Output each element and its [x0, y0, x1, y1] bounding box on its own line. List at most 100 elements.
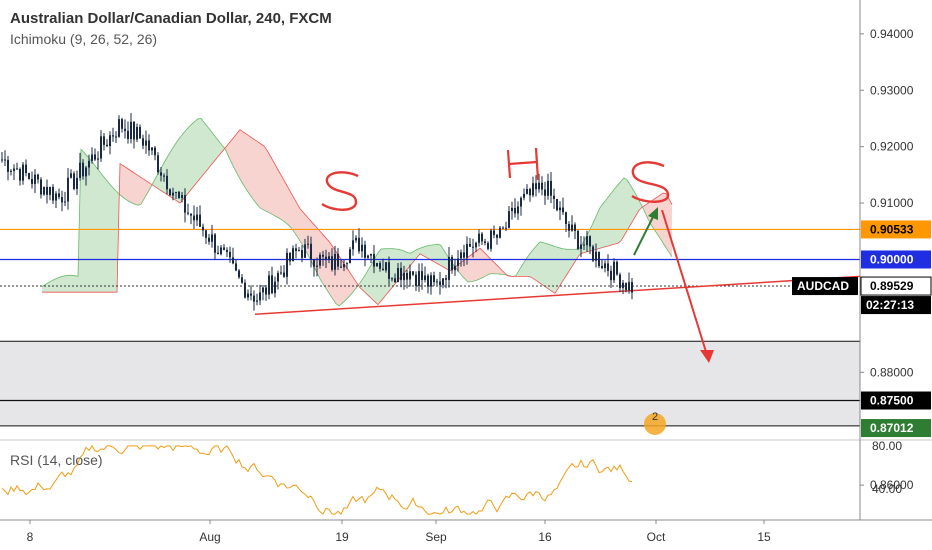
cloud-segment — [180, 133, 183, 204]
cloud-segment — [231, 137, 234, 168]
cloud-segment — [177, 137, 180, 204]
candle-body — [79, 162, 81, 178]
candle-body — [199, 214, 201, 227]
candle-body — [460, 252, 462, 259]
candle-body — [28, 173, 30, 180]
cloud-segment — [294, 198, 297, 237]
candle-body — [367, 255, 369, 258]
cloud-segment — [627, 179, 630, 231]
candle-body — [34, 174, 36, 184]
cloud-segment — [498, 266, 501, 275]
cloud-segment — [612, 188, 615, 245]
candle-body — [469, 243, 471, 247]
indicator-label[interactable]: Ichimoku (9, 26, 52, 26) — [10, 31, 158, 47]
candle-body — [466, 243, 468, 258]
cloud-segment — [192, 121, 195, 189]
candle-body — [631, 282, 633, 293]
cloud-segment — [249, 135, 252, 198]
cloud-segment — [426, 245, 429, 259]
cloud-segment — [72, 275, 75, 293]
cloud-segment — [132, 171, 135, 205]
candle-body — [541, 182, 543, 190]
candle-body — [142, 138, 144, 146]
candle-body — [106, 144, 108, 147]
candle-body — [574, 224, 576, 231]
candle-body — [340, 266, 342, 268]
price-tick-label: 0.88000 — [870, 365, 914, 379]
cloud-segment — [519, 265, 522, 277]
candle-body — [214, 234, 216, 253]
price-label-box — [860, 276, 932, 296]
cloud-segment — [360, 278, 363, 291]
candle-body — [250, 293, 252, 296]
candle-body — [181, 195, 183, 198]
cloud-segment — [108, 182, 111, 293]
candle-body — [610, 270, 612, 281]
candle-body — [589, 236, 591, 247]
candle-body — [271, 275, 273, 294]
candle-body — [274, 281, 276, 294]
candle-body — [115, 136, 117, 138]
candle-body — [316, 265, 318, 267]
candle-body — [211, 234, 213, 242]
price-tick-label: 0.93000 — [870, 83, 914, 97]
candle-body — [145, 140, 147, 146]
cloud-segment — [99, 170, 102, 293]
candle-body — [277, 272, 279, 282]
cloud-segment — [615, 184, 618, 244]
cloud-segment — [603, 199, 606, 248]
candle-body — [22, 164, 24, 181]
cloud-segment — [492, 260, 495, 274]
candle-body — [235, 263, 237, 271]
cloud-segment — [528, 252, 531, 278]
candle-body — [508, 211, 510, 228]
candle-body — [232, 257, 234, 264]
cloud-segment — [54, 278, 57, 293]
cloud-segment — [621, 177, 624, 241]
cloud-segment — [216, 137, 219, 160]
price-label: 0.90000 — [870, 252, 914, 266]
cloud-segment — [84, 152, 87, 293]
price-label: 0.87012 — [870, 421, 914, 435]
cloud-segment — [126, 167, 129, 202]
candle-body — [487, 242, 489, 249]
candle-body — [358, 237, 360, 252]
candle-body — [43, 186, 45, 195]
cloud-segment — [423, 246, 426, 258]
candle-body — [187, 212, 189, 214]
candle-body — [433, 275, 435, 283]
price-label: 0.87500 — [870, 394, 914, 408]
candle-body — [124, 128, 126, 131]
candle-body — [334, 253, 336, 270]
cloud-segment — [246, 133, 249, 194]
cloud-segment — [417, 248, 420, 258]
cloud-segment — [369, 263, 372, 299]
candle-body — [571, 224, 573, 231]
cloud-segment — [480, 248, 483, 279]
candle-body — [412, 271, 414, 275]
candle-body — [394, 278, 396, 283]
cloud-segment — [270, 155, 273, 215]
candle-body — [67, 177, 69, 202]
candle-body — [298, 250, 300, 252]
candle-body — [1, 159, 3, 161]
cloud-segment — [546, 243, 549, 290]
candle-body — [397, 267, 399, 283]
cloud-segment — [558, 247, 561, 289]
candle-body — [454, 265, 456, 271]
candle-body — [286, 252, 288, 277]
candle-body — [55, 193, 57, 201]
cloud-segment — [489, 257, 492, 275]
cloud-segment — [576, 248, 579, 261]
rsi-label[interactable]: RSI (14, close) — [10, 452, 103, 468]
cloud-segment — [219, 141, 222, 156]
time-tick-label: 15 — [757, 530, 771, 544]
right-shoulder-mark — [631, 161, 670, 203]
cloud-segment — [669, 199, 672, 257]
cloud-segment — [282, 176, 285, 223]
cloud-segment — [111, 185, 114, 293]
cloud-segment — [363, 273, 366, 294]
candle-body — [130, 121, 132, 140]
